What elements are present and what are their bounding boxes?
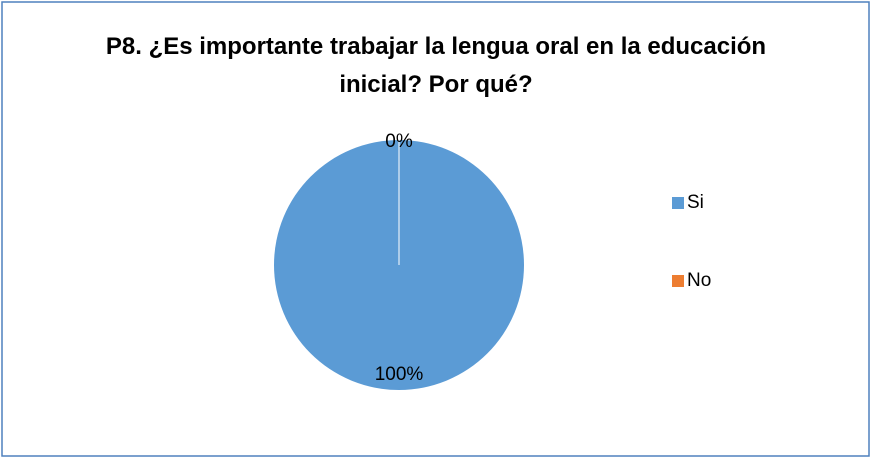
data-label: 0%	[385, 131, 413, 152]
data-label: 100%	[375, 364, 424, 385]
legend-label: No	[687, 270, 711, 291]
chart-title: P8. ¿Es importante trabajar la lengua or…	[105, 33, 767, 98]
legend-label: Si	[687, 192, 704, 213]
legend-swatch	[672, 275, 684, 287]
legend-swatch	[672, 197, 684, 209]
